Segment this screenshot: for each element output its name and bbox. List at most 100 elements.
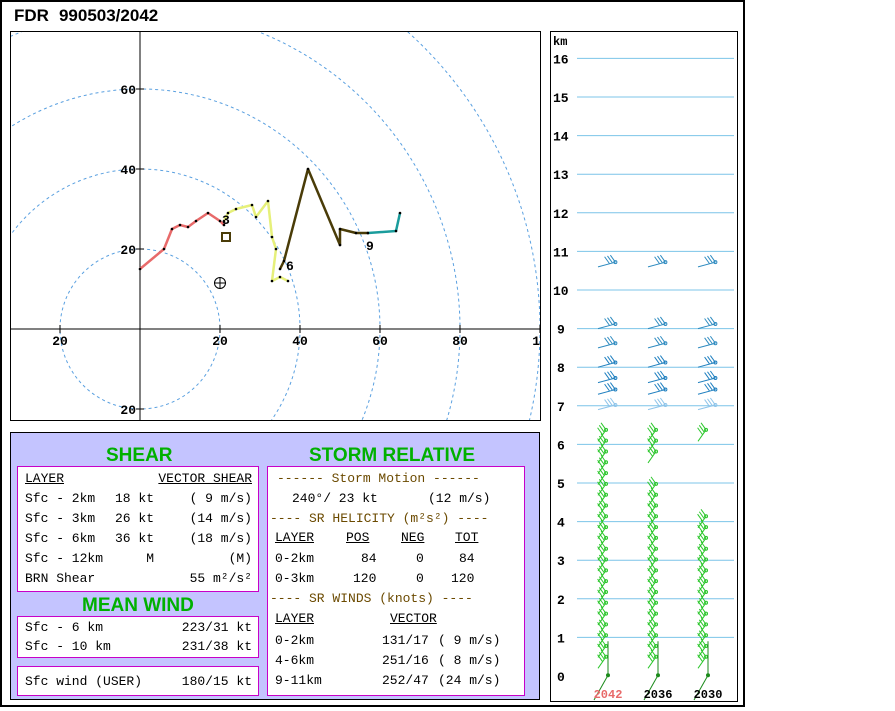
wind-barb-flag [657, 317, 663, 326]
wind-barb-flag [597, 513, 603, 522]
wind-barb-tip [704, 514, 709, 519]
wind-barb-tip [604, 449, 609, 454]
wind-barb [647, 602, 657, 615]
surface-wind [643, 674, 659, 701]
wind-barb [597, 624, 607, 637]
wind-barb [597, 451, 607, 464]
wind-barb [597, 570, 607, 583]
wind-barb [647, 559, 657, 572]
brn-label: BRN Shear [25, 571, 96, 586]
wind-barb-tip [704, 568, 709, 573]
helicity-0-pos: 84 [361, 551, 377, 566]
wind-barb-flag [654, 318, 660, 326]
hodograph-point [306, 167, 310, 171]
wind-barb [597, 494, 607, 507]
wind-barb-tip [654, 622, 659, 627]
wind-barb-tip [704, 557, 709, 562]
wind-barb-flag [647, 503, 653, 511]
helicity-1-tot: 120 [451, 571, 475, 586]
wind-barb [647, 429, 657, 442]
wind-barb [647, 404, 666, 411]
wind-barb-flag [707, 371, 713, 380]
wind-barb-flag [698, 651, 705, 660]
wind-barb [597, 483, 607, 496]
wind-barb-tip [604, 481, 609, 486]
wind-barb-flag [597, 643, 603, 652]
hodograph-panel: 20 20 40 60 80 10 60 40 20 20 3 6 9 [0, 0, 548, 711]
x-tick-label: 60 [372, 334, 388, 349]
wind-barb [597, 461, 607, 475]
wind-barb-flag [604, 318, 610, 326]
wind-barb-tip [604, 471, 609, 476]
wind-barb-flag [597, 535, 603, 544]
wind-barb-flag [648, 446, 655, 455]
helicity-1-neg: 0 [416, 571, 424, 586]
wind-barb-flag [707, 317, 713, 326]
wind-barb-tip [704, 579, 709, 584]
hodograph-point [234, 207, 238, 211]
y-tick-label: 40 [120, 163, 136, 178]
wind-barb-flag [598, 511, 605, 520]
wind-barb-flag [698, 511, 705, 520]
hodograph-point [278, 275, 282, 279]
wind-barb-flag [597, 481, 603, 490]
wind-barb-tip [604, 427, 609, 432]
x-tick-label: 10 [532, 334, 540, 349]
wind-barb-flag [707, 336, 713, 345]
brn-value: 55 m²/s² [189, 571, 252, 586]
wind-barb [597, 261, 616, 268]
wind-barb-flag [607, 356, 613, 364]
wind-barb-tip [654, 427, 659, 432]
wind-barb [597, 429, 607, 442]
wind-barb-flag [597, 503, 603, 511]
wind-barb-flag [598, 489, 605, 498]
wind-barb-tip [604, 589, 609, 594]
km-tick-label: 7 [557, 400, 565, 415]
wind-barb-flag [597, 567, 603, 576]
km-tick-label: 12 [553, 207, 569, 222]
wind-barb-tip [604, 644, 609, 649]
mean-wind-value-0: 223/31 kt [181, 620, 252, 635]
wind-barb-tip [663, 360, 668, 365]
wind-barb [697, 377, 716, 384]
wind-barb [697, 624, 707, 637]
winds-header-vector: VECTOR [390, 611, 437, 626]
wind-barb-flag [598, 543, 605, 552]
profile-time-label: 2036 [644, 688, 673, 701]
wind-barb-flag [598, 565, 605, 574]
wind-barb-flag [647, 654, 653, 663]
wind-barb-flag [697, 567, 703, 576]
wind-barb-flag [704, 383, 710, 392]
sfc-wind-label: Sfc wind (USER) [25, 674, 143, 689]
shear-row-kt: 26 kt [114, 511, 154, 526]
hodograph-point [186, 225, 190, 229]
sr-winds-title: ---- SR WINDS (knots) ---- [270, 591, 473, 606]
km-tick-label: 3 [557, 554, 565, 569]
wind-barb-tip [713, 387, 718, 392]
wind-barb-tip [704, 525, 709, 530]
wind-barb-flag [604, 383, 610, 392]
wind-barb-flag [598, 446, 605, 455]
wind-barb [597, 591, 607, 604]
hodograph-point [218, 219, 222, 223]
wind-barb-flag [704, 337, 710, 346]
hodograph-point [394, 229, 398, 233]
wind-barb-flag [698, 619, 705, 628]
shear-row-ms: (14 m/s) [189, 511, 252, 526]
wind-barb-flag [697, 557, 703, 565]
height-label: 9 [366, 239, 374, 254]
wind-barb-flag [697, 589, 703, 598]
wind-barb [647, 570, 657, 583]
hodograph-point [338, 227, 342, 231]
stats-panel: SHEAR STORM RELATIVE LAYER VECTOR SHEAR … [10, 432, 540, 700]
wind-barb [697, 656, 707, 669]
wind-barb [647, 451, 657, 464]
wind-barb-flag [647, 600, 653, 608]
km-tick-label: 14 [553, 130, 569, 145]
km-tick-label: 15 [553, 91, 569, 106]
wind-barb [647, 362, 666, 368]
hodograph-point [366, 231, 370, 235]
wind-barb-tip [713, 360, 718, 365]
wind-barb-flag [604, 399, 610, 407]
wind-barb [697, 429, 707, 442]
